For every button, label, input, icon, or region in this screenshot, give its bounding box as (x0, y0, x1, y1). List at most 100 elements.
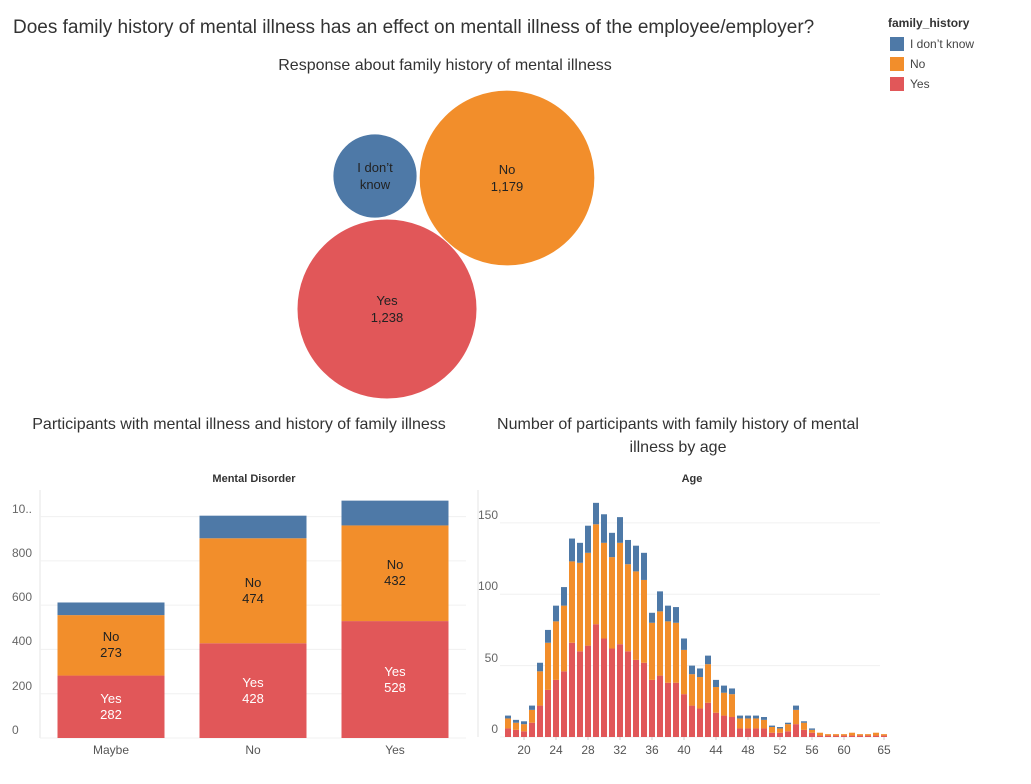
bar-segment (737, 718, 743, 729)
bar-segment (841, 734, 847, 736)
bar-segment (713, 712, 719, 737)
x-tick-label: 60 (837, 743, 851, 757)
bar-segment (505, 728, 511, 737)
bar-segment (681, 649, 687, 695)
bar-segment (521, 721, 527, 725)
bar-segment (833, 735, 839, 737)
y-tick-label: 150 (477, 507, 498, 522)
bar-segment (769, 732, 775, 737)
x-axis-title: Mental Disorder (212, 473, 296, 485)
bubble (296, 218, 478, 400)
bar-segment (537, 705, 543, 737)
bubble-category: Yes (376, 293, 398, 308)
bar-label-value: 273 (100, 645, 122, 661)
bar-segment (609, 532, 615, 558)
bar-segment (641, 662, 647, 737)
bar-segment (689, 665, 695, 675)
legend-swatch (890, 77, 904, 91)
bar-segment (665, 605, 671, 622)
bar-segment (801, 722, 807, 730)
bar-segment (785, 722, 791, 725)
bar-segment (513, 729, 519, 737)
bar-segment (545, 642, 551, 690)
bar-label-value: 528 (384, 679, 406, 695)
bar-label-value: 282 (100, 706, 122, 722)
bar-segment (57, 602, 165, 616)
x-tick-label: 32 (613, 743, 627, 757)
bar-segment (697, 708, 703, 737)
bar-segment (673, 682, 679, 737)
bar-segment (625, 564, 631, 652)
bar-segment (833, 734, 839, 736)
bar-segment (529, 705, 535, 710)
bar-segment (873, 735, 879, 737)
bar-segment (745, 715, 751, 719)
bar-segment (633, 659, 639, 737)
bar-segment (593, 624, 599, 737)
bar-segment (793, 724, 799, 737)
y-tick-label: 200 (12, 678, 33, 693)
bar-segment (721, 715, 727, 737)
bar-segment (593, 502, 599, 525)
bar-segment (649, 612, 655, 623)
bar-segment (785, 731, 791, 737)
bar-segment (753, 728, 759, 737)
x-tick-label: 65 (877, 743, 891, 757)
bar-segment (57, 675, 165, 738)
bar-label-name: No (244, 574, 262, 590)
bubble (418, 89, 596, 267)
bar-segment (865, 734, 871, 736)
bar-segment (569, 642, 575, 737)
bar-segment (609, 557, 615, 649)
bar-label-name: No (386, 557, 404, 573)
bar-segment (881, 734, 887, 736)
bar-segment (341, 525, 449, 622)
x-tick-label: 36 (645, 743, 659, 757)
y-tick-label: 0 (491, 722, 498, 736)
bar-segment (577, 562, 583, 652)
bar-segment (341, 621, 449, 738)
bar-segment (521, 724, 527, 732)
bar-segment (777, 727, 783, 729)
x-tick-label: 52 (773, 743, 787, 757)
bubble-category: No (498, 162, 516, 177)
bar-segment (721, 685, 727, 693)
bar-segment (625, 539, 631, 565)
bar-segment (769, 725, 775, 728)
bar-segment (689, 705, 695, 737)
bar-segment (665, 621, 671, 683)
bubble-value: 1,238 (370, 310, 404, 325)
bar-segment (825, 734, 831, 736)
bar-segment (617, 644, 623, 737)
bar-segment (625, 651, 631, 737)
bar-segment (857, 734, 863, 736)
bar-label: Yes 282 (71, 691, 151, 723)
y-tick-label: 0 (12, 723, 19, 737)
x-tick-label: 24 (549, 743, 563, 757)
bar-segment (857, 735, 863, 737)
bar-label: No 474 (213, 575, 293, 607)
bar-segment (785, 724, 791, 732)
bar-segment (601, 514, 607, 543)
bar-segment (633, 545, 639, 572)
bar-segment (199, 515, 307, 539)
bar-segment (561, 671, 567, 737)
bar-label: No 432 (355, 557, 435, 589)
bar-segment (873, 732, 879, 736)
bar-label-name: Yes (384, 663, 406, 679)
x-tick-label: 44 (709, 743, 723, 757)
bar-label-name: No (102, 629, 120, 645)
bar-segment (729, 717, 735, 737)
bar-segment (729, 688, 735, 695)
bar-segment (681, 694, 687, 737)
bar-segment (601, 638, 607, 737)
bar-segment (705, 664, 711, 703)
bar-label: No 273 (71, 629, 151, 661)
bar-segment (721, 692, 727, 716)
bar-segment (817, 735, 823, 737)
bar-segment (199, 538, 307, 644)
bar-segment (569, 538, 575, 562)
bar-segment (793, 705, 799, 710)
legend-label: I don’t know (910, 37, 975, 51)
